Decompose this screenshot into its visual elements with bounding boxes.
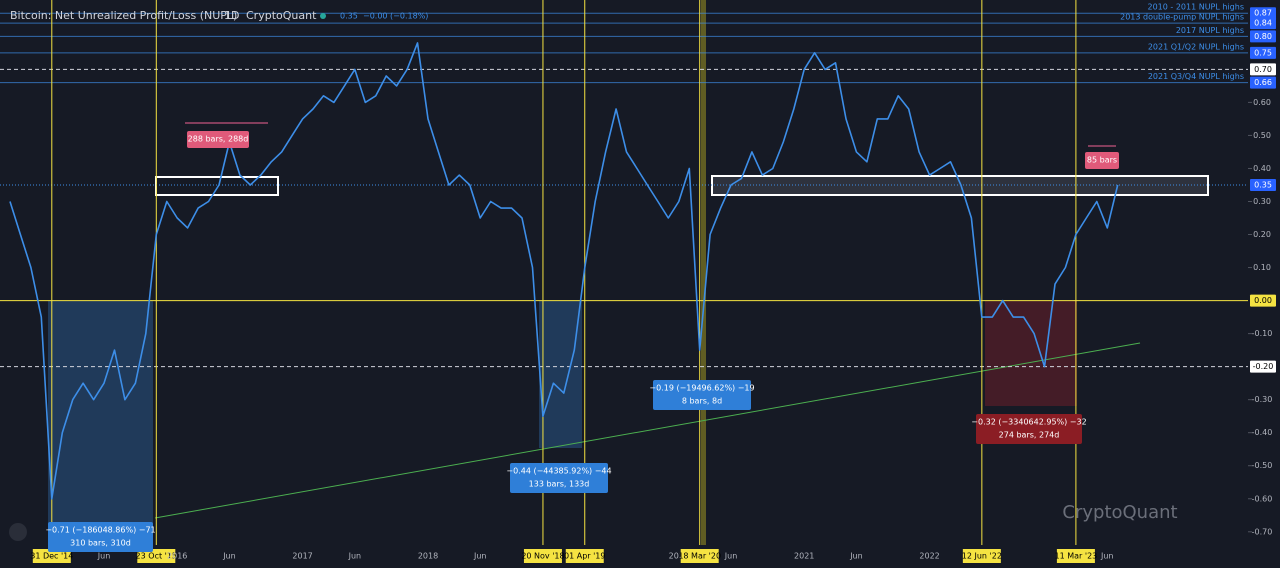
x-tick-label: 2020: [669, 552, 689, 561]
price-axis: [1248, 0, 1280, 568]
y-tick-label: -0.10: [1252, 329, 1273, 338]
y-tick-label: -0.30: [1252, 395, 1273, 404]
level-label: -0.20: [1253, 362, 1274, 371]
x-tick-label: Jun: [724, 552, 738, 561]
trend-line: [154, 342, 1141, 519]
level-name: 2021 Q3/Q4 NUPL highs: [1148, 72, 1244, 81]
level-label: 0.87: [1254, 9, 1272, 18]
level-tag: [1250, 294, 1276, 307]
level-label: 0.70: [1254, 65, 1272, 74]
date-tag: [565, 549, 604, 563]
date-tag: [137, 549, 176, 563]
level-tag: [1250, 360, 1276, 373]
level-tag: [1250, 30, 1276, 43]
y-tick-label: -0.70: [1252, 527, 1273, 536]
annotation-text: 133 bars, 133d: [529, 480, 590, 489]
annotation-box: [653, 380, 751, 410]
watermark: CryptoQuant: [1062, 502, 1177, 523]
x-tick-label: 2018: [418, 552, 438, 561]
x-tick-label: 18 Mar '20: [678, 552, 721, 561]
annotation-text: 274 bars, 274d: [999, 431, 1060, 440]
y-tick-label: -0.40: [1252, 428, 1273, 437]
level-tag: [1250, 17, 1276, 30]
level-name: 2013 double-pump NUPL highs: [1120, 13, 1244, 22]
annotation-text: −0.32 (−3340642.95%) −32: [971, 418, 1086, 427]
level-name: 2017 NUPL highs: [1176, 26, 1244, 35]
y-tick-label: 0.20: [1253, 230, 1271, 239]
level-label: 0.00: [1254, 296, 1272, 305]
measure-box: [539, 301, 582, 448]
y-tick-label: -0.50: [1252, 461, 1273, 470]
source: CryptoQuant: [246, 9, 317, 22]
annotation-box: [187, 131, 249, 148]
level-name: 2010 - 2011 NUPL highs: [1147, 3, 1244, 12]
level-label: 0.75: [1254, 48, 1272, 57]
x-tick-label: 23 Oct '15: [136, 552, 177, 561]
level-label: 0.35: [1254, 180, 1272, 189]
annotation-text: 8 bars, 8d: [682, 397, 722, 406]
y-tick-label: 0.30: [1253, 197, 1271, 206]
measure-box: [48, 301, 153, 545]
y-tick-label: 0.40: [1253, 164, 1271, 173]
x-tick-label: Jun: [473, 552, 487, 561]
level-tag: [1250, 63, 1276, 76]
change: −0.00 (−0.18%): [363, 12, 428, 21]
x-tick-label: 01 Apr '19: [564, 552, 605, 561]
x-tick-label: 20 Nov '18: [521, 552, 564, 561]
date-tag: [962, 549, 1001, 563]
x-tick-label: 2021: [794, 552, 814, 561]
highlight-band: [701, 0, 706, 545]
chart-title: Bitcoin: Net Unrealized Profit/Loss (NUP…: [10, 9, 237, 22]
level-tag: [1250, 7, 1276, 20]
logo-button[interactable]: [9, 523, 27, 541]
y-tick-label: -0.60: [1252, 494, 1273, 503]
y-tick-label: 0.50: [1253, 131, 1271, 140]
annotation-box: [510, 463, 608, 493]
annotation-text: 288 bars, 288d: [188, 135, 249, 144]
x-tick-label: Jun: [97, 552, 111, 561]
x-tick-label: 2017: [292, 552, 312, 561]
annotation-box: [1085, 152, 1119, 169]
level-label: 0.80: [1254, 32, 1272, 41]
level-label: 0.84: [1254, 19, 1272, 28]
x-tick-label: Jun: [348, 552, 362, 561]
level-label: 0.66: [1254, 78, 1272, 87]
annotation-text: −0.19 (−19496.62%) −19: [649, 384, 754, 393]
annotation-text: −0.44 (−44385.92%) −44: [506, 467, 611, 476]
x-tick-label: Jun: [849, 552, 863, 561]
date-tag: [523, 549, 562, 563]
time-axis: [0, 545, 1248, 568]
date-tag: [32, 549, 71, 563]
x-tick-label: 2022: [919, 552, 939, 561]
y-tick-label: 0.60: [1253, 98, 1271, 107]
annotation-box: [48, 522, 153, 552]
y-tick-label: 0.10: [1253, 263, 1271, 272]
annotation-text: 310 bars, 310d: [70, 539, 131, 548]
x-tick-label: Jun: [1100, 552, 1114, 561]
level-tag: [1250, 178, 1276, 191]
x-tick-label: Jun: [222, 552, 236, 561]
level-name: 2021 Q1/Q2 NUPL highs: [1148, 42, 1244, 51]
last-value: 0.35: [340, 12, 358, 21]
annotation-text: −0.71 (−186048.86%) −71: [45, 526, 155, 535]
x-tick-label: 12 Jun '22: [962, 552, 1002, 561]
annotation-box: [976, 414, 1082, 444]
x-tick-label: 31 Dec '14: [30, 552, 73, 561]
x-tick-label: 11 Mar '23: [1055, 552, 1098, 561]
date-tag: [680, 549, 719, 563]
date-tag: [1056, 549, 1095, 563]
measure-box: [985, 301, 1077, 406]
annotation-text: 85 bars: [1087, 156, 1117, 165]
level-tag: [1250, 46, 1276, 59]
range-box: [711, 175, 1209, 196]
interval: 1D: [224, 9, 239, 22]
nupl-line: [9, 42, 1119, 500]
drawings: [0, 0, 1248, 545]
status-dot: [320, 13, 326, 19]
x-tick-label: 2016: [167, 552, 187, 561]
level-tag: [1250, 76, 1276, 89]
